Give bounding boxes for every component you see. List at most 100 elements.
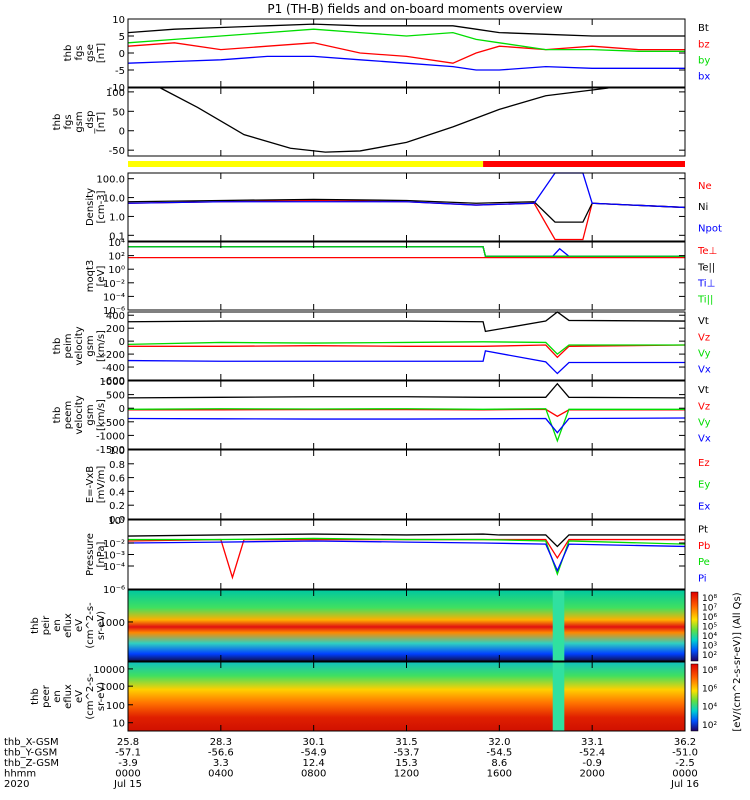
x-axis-row-label: 2020: [4, 779, 29, 790]
series-line: [128, 246, 685, 257]
legend-entry: Pt: [698, 524, 708, 535]
y-axis-label: eflux: [63, 684, 74, 709]
y-tick-label: 10⁰: [108, 516, 125, 527]
y-axis-label: eV: [74, 619, 85, 632]
y-tick-label: 1000: [100, 682, 125, 693]
plot-area: [128, 242, 685, 310]
y-tick-label: 10: [112, 15, 125, 26]
x-tick-label: -51.0: [672, 748, 698, 759]
y-axis-label: velocity: [74, 395, 85, 434]
y-tick-label: 1.0: [109, 446, 125, 457]
panel-frame: [127, 380, 686, 450]
colorbar: [690, 663, 699, 732]
panel-frame: [127, 241, 686, 311]
y-tick-label: -50: [109, 146, 125, 157]
y-tick-label: 10000: [93, 665, 125, 676]
y-tick-label: -1500: [96, 445, 125, 456]
y-tick-label: 0: [119, 337, 125, 348]
y-tick-label: 0.8: [109, 460, 125, 471]
panel-peir-spectrogram: 1000 thb peir en eflux eV (cm^2-s-sr-eV): [30, 589, 686, 662]
y-axis-label: gsm: [74, 111, 85, 132]
legend-entry: Ti||: [697, 295, 713, 306]
y-tick-label: -10: [109, 83, 125, 94]
plot-area: [128, 381, 685, 449]
y-axis-label: gsm: [85, 335, 96, 356]
plot-area: [128, 520, 685, 589]
series-line: [127, 341, 685, 355]
x-tick-label: -57.1: [115, 748, 141, 759]
legend-entry: Vt: [698, 385, 709, 396]
x-tick-label: 0400: [208, 769, 233, 780]
plot-area: [128, 88, 685, 156]
y-axis-label: gse: [85, 44, 96, 62]
series-line: [127, 417, 686, 434]
panel-moms-temp: 10⁴ 10² 10⁰ 10⁻² 10⁻⁴ 10⁻⁶ moqt3 [eV] Te⊥ Te|| Ti⊥…: [85, 238, 717, 317]
x-tick-label: 32.0: [488, 737, 510, 748]
series-line: [127, 311, 686, 333]
colorbar-tick-label: 10⁸: [702, 594, 717, 604]
x-axis-row-label: thb_Z-GSM: [4, 758, 59, 769]
plot-area: [128, 173, 685, 241]
x-tick-label: -3.9: [118, 758, 138, 769]
panel-fgs-gse: 10 5 0 -5 -10 thb fgs gse [nT] Bt bz by bx: [63, 15, 710, 94]
y-tick-label: 50: [112, 107, 125, 118]
y-axis-label: [nT]: [96, 112, 107, 132]
colorbar-tick-label: 10³: [702, 642, 717, 652]
x-tick-label: 0000: [115, 769, 140, 780]
series-line: [128, 246, 685, 257]
y-tick-label: 100.0: [96, 175, 125, 186]
legend-entry: Npot: [698, 223, 722, 234]
x-axis-row-label: hhmm: [4, 769, 36, 780]
legend-entry: Pe: [698, 557, 710, 568]
y-tick-label: 0: [119, 49, 125, 60]
legend-entry: Vx: [698, 365, 711, 376]
panel-frame: [127, 449, 686, 520]
colorbar-tick-label: 10²: [702, 721, 717, 731]
colorbar-tick-label: 10⁷: [702, 604, 717, 614]
panel-frame: [127, 519, 686, 590]
x-tick-label: -53.7: [394, 748, 420, 759]
y-axis-label: [cm-3]: [96, 190, 107, 223]
panel-efield: 1.0 0.8 0.6 0.4 0.2 0.0 E=-VxB [mV/m] Ez Ey Ex: [85, 446, 710, 526]
series-line: [127, 199, 686, 241]
y-axis-label: E=-VxB: [85, 466, 96, 503]
panel-pressure: 10⁰ 10⁻²10⁻³10⁻⁴ 10⁻⁶ Pressure [nPa] Pt Pb Pe Pi: [85, 516, 710, 596]
y-tick-label: 10⁻²: [103, 539, 125, 550]
y-tick-label: -200: [102, 350, 125, 361]
y-tick-label: 0.2: [109, 501, 125, 512]
panel-mode-bar: [128, 161, 685, 167]
y-tick-label: 0.6: [109, 474, 125, 485]
y-axis-label: thb: [30, 688, 41, 705]
y-axis-label: _dsp: [85, 111, 96, 135]
legend-entry: Vy: [698, 418, 711, 429]
colorbar-tick-label: 10⁴: [702, 703, 717, 713]
y-tick-label: 10⁻⁶: [103, 585, 125, 596]
y-tick-label: 10⁻²: [103, 279, 125, 290]
y-tick-label: 0.4: [109, 487, 125, 498]
y-axis-label: peer: [41, 684, 52, 708]
y-tick-label: 10⁻⁶: [103, 306, 125, 317]
panel-fgs-gsm-dsp: 100 50 0 -50 thb fgs gsm _dsp [nT]: [52, 87, 686, 157]
y-axis-label: [km/s]: [96, 330, 107, 362]
y-axis-label: peim: [63, 333, 74, 358]
y-axis-label: velocity: [74, 326, 85, 365]
x-tick-label: -2.5: [675, 758, 695, 769]
legend-entry: Pi: [698, 574, 707, 585]
y-tick-label: 100: [106, 701, 125, 712]
y-axis-label: moqt3: [85, 260, 96, 293]
y-axis-label: thb: [52, 114, 63, 131]
series-line: [127, 198, 686, 223]
y-axis-label: [nT]: [96, 43, 107, 63]
y-axis-label: peir: [41, 615, 52, 635]
legend-entry: Vy: [698, 349, 711, 360]
y-axis-label: (cm^2-s-: [85, 673, 96, 720]
legend-entry: by: [698, 56, 710, 67]
series-line: [127, 42, 685, 64]
heatmap-gap: [552, 662, 565, 731]
y-tick-label: 10.0: [103, 194, 125, 205]
plot-area: [128, 19, 685, 87]
series-line: [128, 344, 686, 359]
y-tick-label: 0: [119, 404, 125, 415]
x-tick-label: 1200: [394, 769, 419, 780]
legend-entry: Ex: [698, 501, 710, 512]
